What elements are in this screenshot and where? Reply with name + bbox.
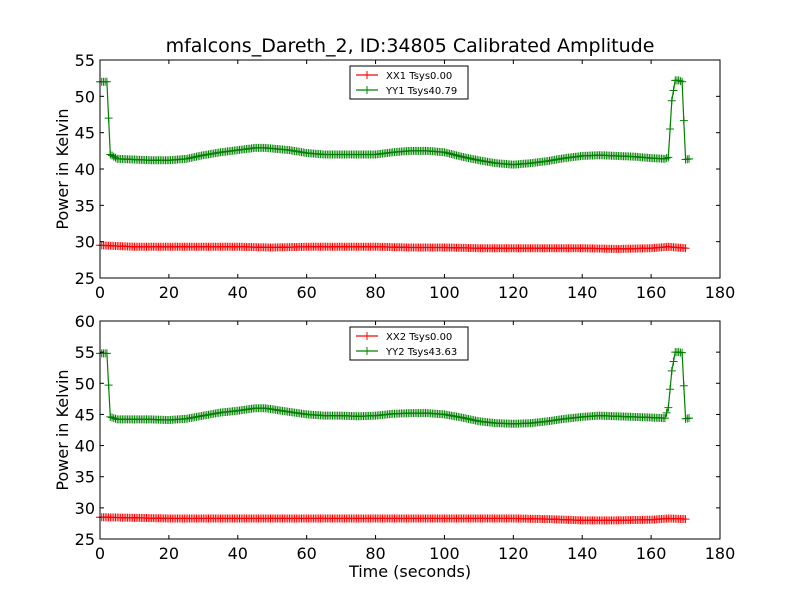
bottom-axes-frame (99, 320, 721, 540)
data-point-marker (111, 153, 120, 162)
bottom-series-yy2 (96, 348, 693, 428)
bottom-x-tick-label: 20 (159, 544, 179, 563)
top-y-tick-label: 40 (75, 160, 95, 179)
top-legend: XX1 Tsys0.00 YY1 Tsys40.79 (349, 65, 469, 100)
bottom-x-tick-label: 180 (705, 544, 736, 563)
legend-entry-label: YY2 Tsys43.63 (385, 347, 457, 358)
legend-swatch-marker (363, 71, 371, 79)
legend-swatch-marker (363, 347, 371, 355)
bottom-subplot: 0 20 40 60 80 100 120 140 160 180 25 30 35 40 45 50 55 60… (53, 312, 735, 581)
legend-entry-label: XX1 Tsys0.00 (386, 71, 452, 82)
legend-entry-label: YY1 Tsys40.79 (385, 86, 457, 97)
data-point-marker (678, 77, 687, 86)
bottom-x-tick-label: 100 (429, 544, 460, 563)
data-point-marker (669, 86, 678, 95)
data-point-marker (667, 366, 676, 375)
top-y-tick-label: 45 (75, 124, 95, 143)
top-y-tick-label: 25 (75, 269, 95, 288)
bottom-series-markers (96, 348, 693, 428)
data-point-marker (681, 515, 690, 524)
bottom-legend: XX2 Tsys0.00 YY2 Tsys43.63 (349, 326, 469, 361)
bottom-y-tick-label: 30 (75, 499, 95, 518)
data-point-marker (681, 244, 690, 253)
data-point-marker (679, 116, 688, 125)
bottom-x-tick-label: 160 (636, 544, 667, 563)
top-y-tick-label: 35 (75, 196, 95, 215)
data-point-marker (109, 414, 118, 423)
data-point-marker (102, 77, 111, 86)
bottom-x-axis-label: Time (seconds) (348, 562, 471, 581)
data-point-marker (660, 414, 669, 423)
bottom-x-tick-label: 0 (95, 544, 105, 563)
data-point-marker (674, 76, 683, 85)
top-series-markers (96, 76, 693, 169)
data-point-marker (664, 153, 673, 162)
legend-swatch-marker (363, 86, 371, 94)
data-point-marker (666, 385, 675, 394)
top-x-tick-label: 160 (636, 283, 667, 302)
legend-swatch-marker (363, 332, 371, 340)
data-point-marker (685, 154, 693, 163)
data-point-marker (666, 125, 675, 134)
data-point-marker (664, 403, 673, 412)
legend-entry-label: XX2 Tsys0.00 (386, 332, 452, 343)
data-point-marker (660, 154, 669, 163)
top-series-markers (96, 241, 690, 253)
bottom-x-tick-label: 60 (296, 544, 316, 563)
bottom-y-tick-label: 55 (75, 343, 95, 362)
data-point-marker (108, 413, 117, 422)
top-y-tick-label: 50 (75, 87, 95, 106)
bottom-x-tick-label: 40 (228, 544, 248, 563)
top-x-tick-label: 80 (365, 283, 385, 302)
top-x-tick-label: 0 (95, 283, 105, 302)
bottom-y-tick-label: 25 (75, 530, 95, 549)
top-y-tick-label: 30 (75, 233, 95, 252)
top-x-tick-label: 20 (159, 283, 179, 302)
data-point-marker (104, 381, 113, 390)
top-x-tick-label: 140 (567, 283, 598, 302)
data-point-marker (679, 381, 688, 390)
bottom-x-tick-label: 80 (365, 544, 385, 563)
data-point-marker (667, 96, 676, 105)
top-y-tick-label: 55 (75, 51, 95, 70)
data-point-marker (662, 154, 671, 163)
top-x-tick-label: 100 (429, 283, 460, 302)
bottom-y-axis-label: Power in Kelvin (53, 369, 72, 490)
bottom-y-tick-label: 60 (75, 312, 95, 331)
bottom-y-tick-label: 50 (75, 374, 95, 393)
figure-title: mfalcons_Dareth_2, ID:34805 Calibrated A… (166, 35, 655, 57)
legend-box (349, 326, 469, 361)
bottom-series-xx2 (96, 513, 690, 525)
top-subplot: 0 20 40 60 80 100 120 140 160 180 25 30 35 40 45 50 55 Po… (53, 51, 735, 302)
data-point-marker (676, 77, 685, 86)
top-x-tick-label: 40 (228, 283, 248, 302)
top-x-tick-label: 120 (498, 283, 529, 302)
bottom-x-tick-label: 140 (567, 544, 598, 563)
data-point-marker (111, 414, 120, 423)
data-point-marker (678, 348, 687, 357)
data-point-marker (669, 357, 678, 366)
bottom-x-tick-label: 120 (498, 544, 529, 563)
data-point-marker (102, 349, 111, 358)
legend-box (349, 65, 469, 100)
bottom-y-tick-label: 45 (75, 405, 95, 424)
top-y-axis-label: Power in Kelvin (53, 108, 72, 229)
data-point-marker (685, 414, 693, 423)
data-point-marker (104, 114, 113, 123)
bottom-y-tick-label: 35 (75, 468, 95, 487)
top-series-xx1 (96, 241, 690, 253)
top-x-tick-label: 180 (705, 283, 736, 302)
bottom-series-markers (96, 513, 690, 525)
bottom-y-tick-label: 40 (75, 437, 95, 456)
data-point-marker (106, 412, 115, 421)
top-x-tick-label: 60 (296, 283, 316, 302)
data-point-marker (662, 408, 671, 417)
top-series-yy1 (96, 76, 693, 169)
